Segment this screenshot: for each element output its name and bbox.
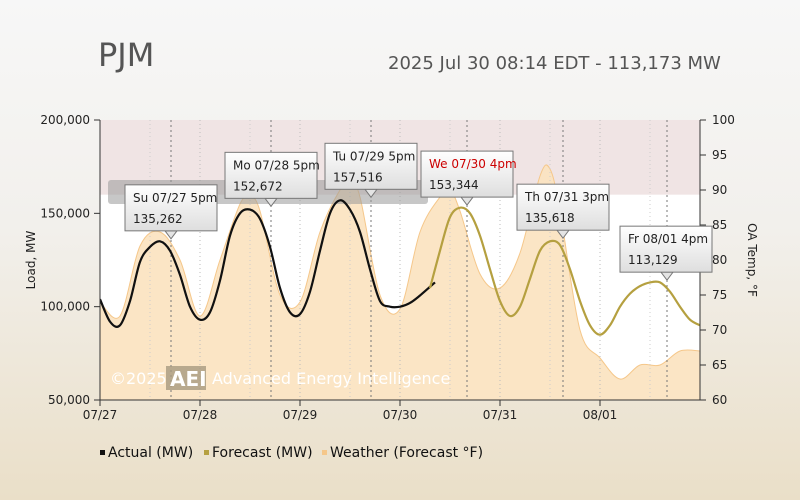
tooltip-value: 153,344 xyxy=(429,178,479,192)
watermark-company: Advanced Energy Intelligence xyxy=(212,369,450,388)
y2-tick-label: 70 xyxy=(712,323,727,337)
peak-tooltip: Tu 07/29 5pm 157,516 xyxy=(324,142,418,199)
tooltip-box xyxy=(619,225,713,273)
page-title: PJM xyxy=(98,36,155,74)
tooltip-box xyxy=(420,150,514,198)
y-axis-title: Load, MW xyxy=(24,231,38,290)
tooltip-value: 135,618 xyxy=(525,211,575,225)
peak-tooltip: Mo 07/28 5pm 152,672 xyxy=(224,151,320,208)
tooltip-date: Mo 07/28 5pm xyxy=(233,158,320,172)
tooltip-date: Tu 07/29 5pm xyxy=(332,149,415,163)
tooltip-date: Fr 08/01 4pm xyxy=(628,232,708,246)
peak-tooltip: Fr 08/01 4pm 113,129 xyxy=(619,225,713,281)
tooltip-value: 152,672 xyxy=(233,179,283,193)
watermark-copyright: ©2025 xyxy=(110,369,167,388)
tooltip-date: Th 07/31 3pm xyxy=(524,190,609,204)
y2-tick-label: 100 xyxy=(712,113,735,127)
x-tick-label: 07/29 xyxy=(283,408,318,422)
y2-tick-label: 85 xyxy=(712,218,727,232)
legend-label: Weather (Forecast °F) xyxy=(330,445,483,461)
tooltip-box xyxy=(124,184,218,232)
tooltip-box xyxy=(224,151,318,199)
y-tick-label: 100,000 xyxy=(40,300,90,314)
tooltip-box xyxy=(516,183,610,231)
legend-swatch xyxy=(322,450,327,455)
tooltip-box xyxy=(324,142,418,190)
x-tick-label: 07/30 xyxy=(383,408,418,422)
forecast-line xyxy=(428,206,700,336)
tooltip-date: Su 07/27 5pm xyxy=(133,191,217,205)
y2-tick-label: 95 xyxy=(712,148,727,162)
y-tick-label: 50,000 xyxy=(48,393,90,407)
tooltip-value: 157,516 xyxy=(333,170,383,184)
peak-tooltip: Th 07/31 3pm 135,618 xyxy=(516,183,610,240)
tooltip-value: 135,262 xyxy=(133,212,183,226)
watermark-logo: AEI xyxy=(170,367,207,391)
legend-label: Actual (MW) xyxy=(108,445,193,461)
legend-swatch xyxy=(100,450,105,455)
y2-tick-label: 90 xyxy=(712,183,727,197)
page-subtitle: 2025 Jul 30 08:14 EDT - 113,173 MW xyxy=(388,53,721,74)
y2-tick-label: 60 xyxy=(712,393,727,407)
tooltip-value: 113,129 xyxy=(628,253,678,267)
y2-tick-label: 80 xyxy=(712,253,727,267)
x-tick-label: 07/27 xyxy=(83,408,118,422)
legend-swatch xyxy=(204,450,209,455)
x-tick-label: 07/28 xyxy=(183,408,218,422)
y2-axis-title: OA Temp, °F xyxy=(745,223,759,297)
y-tick-label: 200,000 xyxy=(40,113,90,127)
y2-tick-label: 65 xyxy=(712,358,727,372)
x-tick-label: 07/31 xyxy=(483,408,518,422)
tooltip-date: We 07/30 4pm xyxy=(429,157,517,171)
peak-tooltip: We 07/30 4pm 153,344 xyxy=(420,150,517,206)
actual-line xyxy=(100,199,436,328)
y-tick-label: 150,000 xyxy=(40,206,90,220)
y2-tick-label: 75 xyxy=(712,288,727,302)
x-tick-label: 08/01 xyxy=(583,408,618,422)
legend-label: Forecast (MW) xyxy=(212,445,313,461)
peak-tooltip: Su 07/27 5pm 135,262 xyxy=(124,184,218,240)
